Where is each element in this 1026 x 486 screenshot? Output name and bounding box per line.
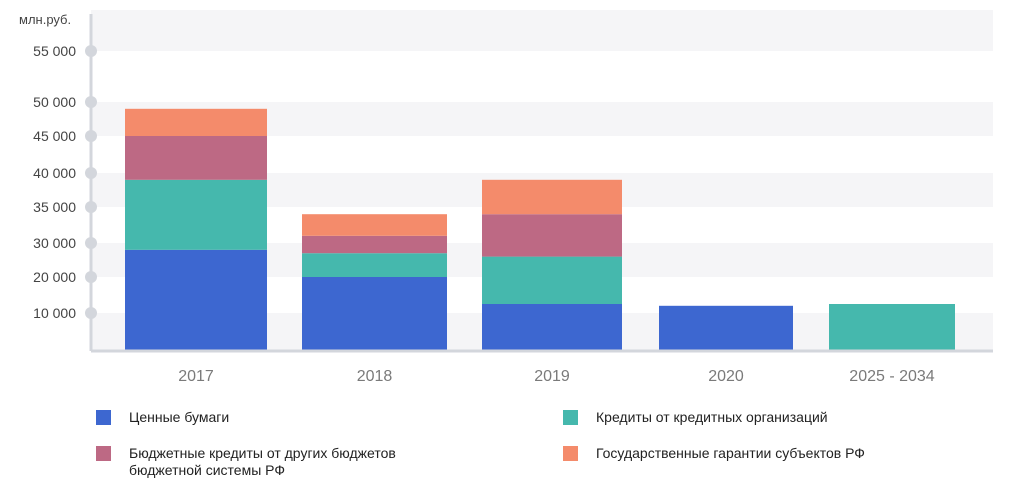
bar-segment-1-1 — [302, 253, 447, 277]
bar-segment-2-1 — [482, 256, 622, 304]
bar-segment-2-3 — [482, 179, 622, 215]
y-tick-marker-3 — [85, 201, 97, 213]
y-tick-label-6: 50 000 — [33, 94, 76, 110]
bar-segment-1-0 — [302, 277, 447, 351]
bar-segment-0-0 — [125, 249, 267, 351]
y-tick-label-3: 35 000 — [33, 199, 76, 215]
bar-segment-0-2 — [125, 136, 267, 180]
y-tick-label-0: 10 000 — [33, 305, 76, 321]
x-tick-label-1: 2018 — [357, 368, 393, 385]
y-tick-marker-0 — [85, 307, 97, 319]
y-tick-marker-4 — [85, 167, 97, 179]
bar-segment-0-3 — [125, 108, 267, 136]
bar-segment-1-2 — [302, 235, 447, 254]
y-tick-marker-5 — [85, 130, 97, 142]
y-tick-marker-1 — [85, 271, 97, 283]
y-tick-marker-7 — [85, 45, 97, 57]
grid-band-0 — [91, 10, 993, 51]
x-tick-label-4: 2025 - 2034 — [849, 368, 935, 385]
x-tick-label-2: 2019 — [534, 368, 570, 385]
bar-segment-4-1 — [829, 304, 955, 351]
y-axis-label: млн.руб. — [19, 12, 71, 27]
bar-segment-0-1 — [125, 179, 267, 250]
x-tick-label-0: 2017 — [178, 368, 214, 385]
y-tick-label-5: 45 000 — [33, 128, 76, 144]
y-tick-marker-2 — [85, 237, 97, 249]
bar-segment-1-3 — [302, 214, 447, 236]
y-tick-label-4: 40 000 — [33, 165, 76, 181]
y-tick-label-2: 30 000 — [33, 235, 76, 251]
y-tick-marker-6 — [85, 96, 97, 108]
x-tick-label-3: 2020 — [708, 368, 744, 385]
y-tick-label-7: 55 000 — [33, 43, 76, 59]
bar-segment-2-0 — [482, 304, 622, 351]
y-tick-label-1: 20 000 — [33, 269, 76, 285]
bar-segment-2-2 — [482, 214, 622, 257]
bar-segment-3-0 — [659, 305, 793, 351]
